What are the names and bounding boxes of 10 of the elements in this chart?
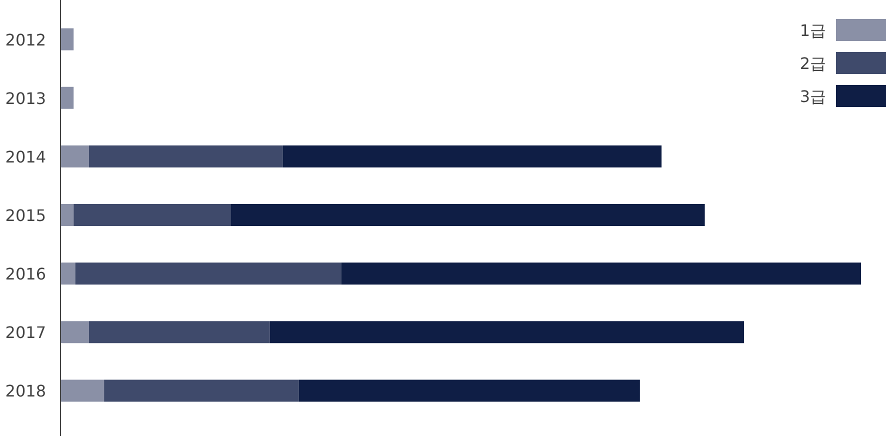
y-tick-label: 2017 <box>5 323 46 342</box>
legend-label: 2급 <box>800 54 826 73</box>
y-tick-label: 2015 <box>5 206 46 225</box>
y-tick-label: 2018 <box>5 382 46 401</box>
y-tick-label: 2016 <box>5 264 46 284</box>
legend-label: 3급 <box>800 87 826 106</box>
y-tick-label: 2013 <box>5 88 46 108</box>
y-tick-label: 2012 <box>5 30 46 50</box>
legend-label: 1급 <box>800 21 826 40</box>
y-tick-label: 2014 <box>5 147 46 166</box>
